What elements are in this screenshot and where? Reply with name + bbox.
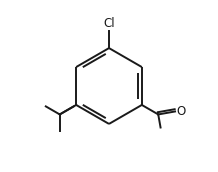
Text: Cl: Cl	[103, 17, 115, 30]
Text: O: O	[177, 105, 186, 118]
